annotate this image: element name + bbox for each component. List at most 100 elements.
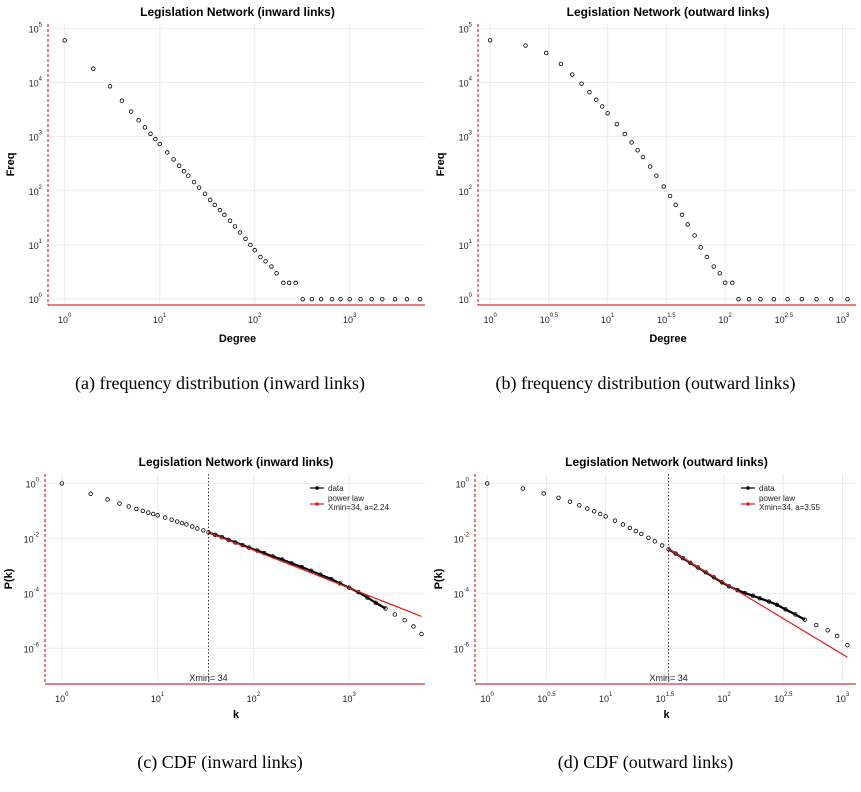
data-point [157, 141, 162, 147]
data-point [329, 296, 335, 302]
data-point [392, 296, 398, 302]
data-point [91, 66, 96, 71]
data-point [243, 236, 248, 242]
data-point [195, 526, 200, 531]
data-point [698, 245, 703, 250]
data-point [829, 296, 834, 302]
x-tick-base: 10 [774, 694, 784, 704]
data-point [679, 212, 685, 218]
x-axis-label: k [233, 709, 240, 721]
data-point [579, 81, 584, 86]
chart-panel-d: 100 100.5 101 101.5 102 102.5 103 100 10-2 10-4 10… [430, 452, 861, 722]
y-tick-base: 10 [24, 534, 34, 544]
data-point [181, 169, 187, 174]
data-point [587, 90, 592, 95]
data-point [558, 61, 564, 67]
y-tick-label: 101 [29, 239, 43, 251]
y-tick-label: 100 [26, 477, 40, 489]
data-point [232, 224, 238, 229]
x-tick-exp: 0 [493, 313, 497, 319]
y-tick-base: 10 [456, 479, 466, 489]
y-tick-label: 100 [29, 293, 43, 305]
data-point [567, 499, 573, 504]
y-axis-label: P(k) [433, 568, 445, 589]
x-tick-label: 101.5 [656, 692, 675, 704]
data-point [746, 296, 752, 302]
data-point [629, 140, 634, 145]
y-tick-exp: 0 [36, 477, 40, 483]
x-tick-base: 10 [58, 315, 68, 325]
y-tick-base: 10 [29, 78, 39, 88]
data-point [107, 84, 113, 89]
x-tick-exp: 1 [161, 692, 165, 698]
caption-c: (c) CDF (inward links) [137, 752, 303, 772]
x-tick-exp: 3 [846, 313, 850, 319]
x-tick-exp: 1 [163, 313, 167, 319]
data-point [685, 222, 690, 227]
data-point [358, 296, 363, 302]
y-tick-base: 10 [29, 24, 39, 34]
data-point [169, 517, 174, 522]
y-tick-base: 10 [454, 644, 464, 654]
data-point [673, 202, 678, 208]
x-tick-label: 102 [247, 692, 261, 704]
x-tick-base: 10 [656, 694, 666, 704]
data-point [196, 185, 202, 190]
x-tick-label: 102 [718, 313, 732, 325]
data-point [758, 296, 763, 302]
caption-a: (a) frequency distribution (inward links… [75, 373, 365, 393]
y-tick-base: 10 [459, 24, 469, 34]
data-point [148, 131, 153, 136]
y-tick-base: 10 [24, 589, 34, 599]
legend-entry-params: Xmin=34, a=2.24 [328, 503, 389, 512]
y-axis-label: Freq [5, 153, 17, 177]
chart-d: 100 100.5 101 101.5 102 102.5 10310010-210-410… [433, 455, 856, 721]
x-tick-base: 10 [248, 315, 258, 325]
data-point [258, 254, 263, 260]
data-point [186, 173, 191, 178]
x-tick-base: 10 [540, 315, 550, 325]
y-tick-label: 105 [459, 22, 473, 34]
data-point [622, 131, 627, 137]
data-point [62, 38, 67, 43]
y-tick-exp: -6 [34, 642, 40, 648]
y-tick-label: 104 [29, 76, 43, 88]
x-tick-base: 10 [537, 694, 547, 704]
x-tick-exp: 1.5 [667, 313, 676, 319]
y-tick-exp: -6 [464, 642, 470, 648]
x-tick-label: 101 [599, 692, 613, 704]
y-tick-exp: 5 [39, 22, 43, 28]
data-point [419, 631, 424, 637]
x-tick-base: 10 [775, 315, 785, 325]
data-point [300, 296, 305, 302]
data-point [402, 617, 407, 623]
data-point [591, 509, 597, 514]
data-point [654, 173, 659, 178]
data-point [814, 296, 819, 302]
x-tick-base: 10 [717, 694, 727, 704]
chart-panel-a: 100 101 102 103 100 101 102 103 104 105 Legislatio… [0, 0, 430, 350]
data-point [612, 518, 618, 523]
legend-fit-marker [315, 502, 319, 506]
legend-entry-data: data [328, 484, 344, 493]
data-point [105, 497, 110, 502]
data-point [338, 296, 343, 302]
y-tick-exp: -2 [464, 532, 470, 538]
data-point [771, 296, 777, 302]
x-tick-label: 101 [153, 313, 167, 325]
data-point [633, 528, 639, 534]
x-tick-exp: 3 [353, 313, 357, 319]
x-tick-exp: 0 [68, 313, 72, 319]
y-tick-label: 10-4 [24, 587, 40, 599]
x-tick-exp: 1.5 [666, 692, 675, 698]
y-tick-exp: 4 [39, 76, 43, 82]
y-tick-label: 103 [29, 131, 43, 143]
data-point [659, 543, 665, 548]
data-point [155, 513, 160, 518]
x-tick-label: 101.5 [657, 313, 676, 325]
data-trace [668, 548, 806, 621]
data-point [520, 486, 526, 491]
data-point [692, 233, 697, 238]
data-point [736, 296, 741, 302]
